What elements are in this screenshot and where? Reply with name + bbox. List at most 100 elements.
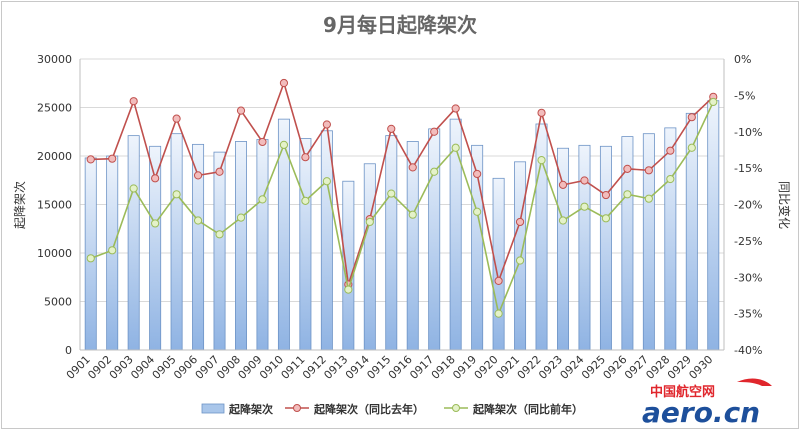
x-tick-label: 0904 [128, 353, 157, 382]
point [258, 195, 267, 204]
series-line [90, 80, 714, 285]
bar [557, 147, 569, 351]
point [451, 143, 460, 152]
point [580, 176, 589, 185]
bar [406, 141, 419, 351]
logo-cn-text: 中国航空网 [650, 384, 715, 400]
y-tick-label: 0 [65, 344, 72, 357]
point [515, 217, 525, 227]
x-tick-label: 0907 [193, 353, 222, 382]
x-tick-label: 0912 [300, 353, 329, 382]
bar [449, 118, 462, 351]
y-tick-labels: 0 5000 10000 15000 20000 25000 30000 [37, 53, 72, 357]
point [279, 78, 289, 88]
x-tick-label: 0903 [107, 353, 136, 382]
y-tick-label: 10000 [37, 247, 72, 260]
legend-label-line-2: 起降架次（同比前年） [472, 402, 583, 416]
point [193, 171, 203, 180]
chart-title: 9月每日起降架次 [323, 13, 477, 37]
legend-marker-line-2 [452, 404, 460, 412]
x-tick-label: 0925 [579, 353, 608, 382]
point [387, 124, 396, 133]
point [172, 190, 181, 199]
point [236, 213, 246, 222]
legend-label-bar: 起降架次 [228, 402, 273, 416]
bar [84, 157, 97, 351]
point [644, 194, 653, 203]
point [709, 97, 718, 107]
bar [320, 130, 333, 351]
axes [79, 59, 725, 351]
point [236, 106, 246, 115]
point [322, 120, 331, 129]
legend: 起降架次 起降架次（同比去年） 起降架次（同比前年） [201, 402, 583, 416]
x-tick-label: 0928 [643, 353, 672, 382]
point [537, 156, 546, 165]
x-tick-label: 0917 [407, 353, 436, 382]
x-tick-label: 0902 [85, 353, 114, 382]
bar [664, 127, 677, 351]
point [580, 202, 589, 211]
x-tick-label: 0922 [515, 353, 544, 382]
bar [428, 128, 441, 351]
point [151, 219, 160, 228]
y2-tick-label: -15% [734, 162, 762, 175]
point [644, 166, 653, 175]
x-tick-label: 0927 [622, 353, 651, 382]
point [473, 207, 482, 216]
point [86, 155, 95, 164]
point [151, 174, 160, 183]
point [623, 164, 632, 173]
point [494, 276, 503, 285]
bar-series [84, 100, 720, 351]
y2-tick-label: -10% [734, 126, 762, 139]
y2-tick-label: -40% [734, 344, 762, 357]
line-series [86, 78, 718, 318]
point [558, 180, 568, 189]
y2-tick-label: -5% [734, 89, 755, 102]
y-axis-title: 起降架次 [13, 181, 27, 229]
bar [707, 100, 720, 351]
x-tick-label: 0929 [665, 353, 694, 382]
bar [170, 133, 183, 351]
x-tick-label: 0910 [257, 353, 286, 382]
aero-cn-logo: 中国航空网 aero.cn [642, 378, 772, 428]
y2-tick-label: 0% [734, 53, 751, 66]
point [344, 285, 353, 294]
y-tick-label: 5000 [44, 296, 72, 309]
point [172, 114, 181, 123]
bar [578, 144, 591, 351]
x-tick-label: 0908 [214, 353, 243, 382]
point [215, 230, 224, 239]
y2-tick-label: -25% [734, 235, 762, 248]
x-tick-label: 0914 [343, 353, 372, 382]
point [687, 113, 696, 122]
point [301, 196, 310, 205]
point [408, 163, 417, 172]
point [193, 216, 203, 225]
x-tick-label: 0926 [601, 353, 630, 382]
y2-tick-label: -30% [734, 271, 762, 284]
bar [127, 135, 140, 351]
bar [514, 161, 527, 351]
point [108, 154, 117, 163]
point [687, 143, 696, 152]
x-tick-label: 0901 [64, 353, 93, 382]
point [430, 167, 439, 176]
legend-marker-line-1 [293, 404, 301, 412]
point [494, 309, 503, 318]
bar [299, 138, 312, 351]
point [322, 177, 331, 186]
x-tick-label: 0911 [279, 353, 308, 382]
y2-axis-title: 同比变化 [777, 181, 792, 229]
point [301, 153, 310, 162]
y2-tick-label: -35% [734, 308, 762, 321]
point [430, 127, 439, 136]
point [666, 174, 675, 184]
point [558, 216, 568, 225]
bar [385, 135, 398, 351]
y2-tick-labels: 0% -5% -10% -15% -20% -25% -30% -35% -40% [734, 53, 762, 357]
x-tick-label: 0919 [450, 353, 479, 382]
